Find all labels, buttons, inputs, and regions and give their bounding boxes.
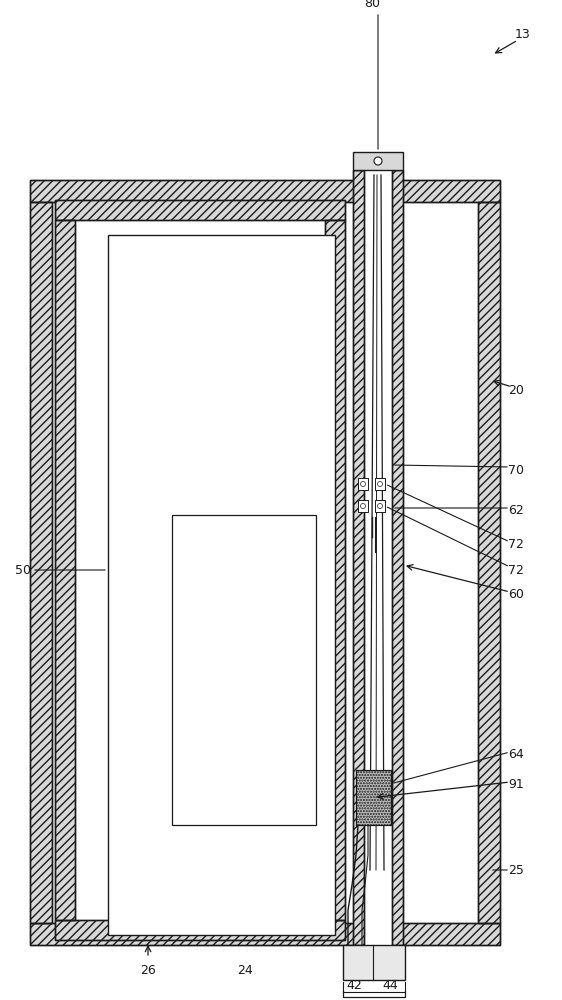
Bar xyxy=(375,500,385,512)
Bar xyxy=(358,500,368,512)
Bar xyxy=(325,220,345,920)
Bar xyxy=(478,202,500,923)
Bar xyxy=(358,478,368,490)
Bar xyxy=(172,515,316,825)
Text: 91: 91 xyxy=(508,778,524,792)
Ellipse shape xyxy=(374,157,382,165)
Ellipse shape xyxy=(360,504,365,508)
Bar xyxy=(353,152,403,170)
Text: 25: 25 xyxy=(508,863,524,876)
Bar xyxy=(353,170,364,945)
Text: 50: 50 xyxy=(15,564,31,576)
Text: 70: 70 xyxy=(508,464,524,477)
Bar xyxy=(375,478,385,490)
Bar xyxy=(75,220,325,920)
Text: 60: 60 xyxy=(508,588,524,601)
Bar xyxy=(364,170,392,945)
Text: 42: 42 xyxy=(346,979,362,992)
Text: 24: 24 xyxy=(237,964,253,976)
Bar xyxy=(392,170,403,945)
Text: 26: 26 xyxy=(140,964,156,976)
Bar xyxy=(52,202,478,923)
Bar xyxy=(55,220,75,920)
Bar xyxy=(30,180,500,202)
Text: 72: 72 xyxy=(508,538,524,552)
Text: 44: 44 xyxy=(382,979,398,992)
Bar xyxy=(55,200,345,220)
Text: 62: 62 xyxy=(508,504,524,516)
Bar xyxy=(353,170,364,945)
Text: 80: 80 xyxy=(364,0,380,10)
Bar xyxy=(325,220,345,920)
Bar xyxy=(30,923,500,945)
Bar xyxy=(478,202,500,923)
Text: 72: 72 xyxy=(508,564,524,576)
Text: 20: 20 xyxy=(508,383,524,396)
Bar xyxy=(30,180,500,202)
Bar xyxy=(55,920,345,940)
Ellipse shape xyxy=(378,482,383,487)
Bar xyxy=(55,220,75,920)
Bar xyxy=(30,202,52,923)
Bar xyxy=(392,170,403,945)
Text: 64: 64 xyxy=(508,748,524,762)
Bar xyxy=(30,923,500,945)
Text: 13: 13 xyxy=(515,28,531,41)
Bar xyxy=(108,235,335,935)
Bar xyxy=(55,920,345,940)
Bar xyxy=(30,202,52,923)
Ellipse shape xyxy=(360,482,365,487)
Bar xyxy=(356,770,391,825)
Ellipse shape xyxy=(378,504,383,508)
Bar xyxy=(55,200,345,220)
Bar xyxy=(356,770,391,825)
Bar xyxy=(343,945,405,980)
